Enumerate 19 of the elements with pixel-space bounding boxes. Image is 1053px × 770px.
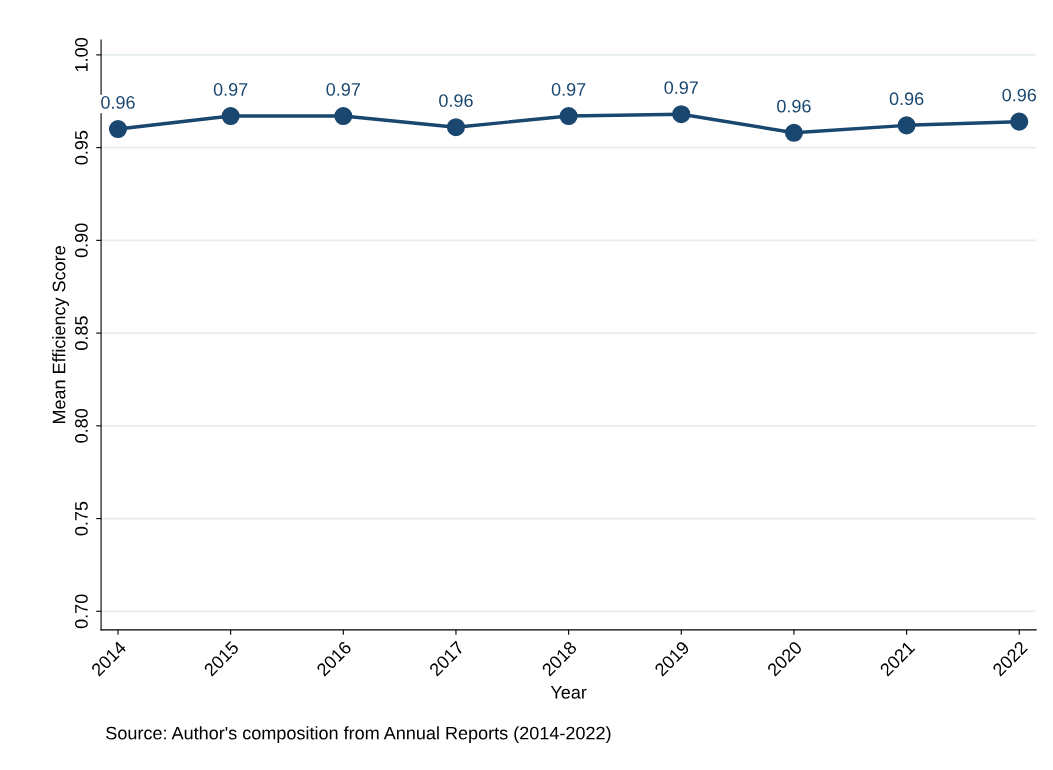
- data-label: 0.97: [664, 81, 698, 94]
- y-tick-label: 0.75: [75, 501, 88, 536]
- data-label: 0.96: [889, 92, 924, 106]
- source-note: Source: Author's composition from Annual Reports (2014-2022): [106, 726, 611, 744]
- data-label: 0.97: [551, 83, 586, 96]
- y-tick-label: 0.90: [75, 223, 88, 258]
- data-label: 0.96: [101, 96, 135, 109]
- data-label: 0.97: [213, 83, 248, 96]
- data-label: 0.96: [439, 94, 473, 107]
- y-tick-label: 0.80: [75, 408, 88, 443]
- y-tick-label: 1.00: [75, 38, 88, 72]
- y-axis-title: Mean Efficiency Score: [52, 246, 69, 424]
- data-label: 0.96: [777, 99, 811, 113]
- y-tick-label: 0.85: [75, 316, 88, 350]
- y-tick-label: 0.95: [75, 130, 88, 165]
- x-axis-title: Year: [550, 686, 587, 699]
- data-label: 0.97: [326, 83, 360, 96]
- data-label: 0.96: [1002, 88, 1037, 102]
- y-tick-label: 0.70: [75, 594, 88, 629]
